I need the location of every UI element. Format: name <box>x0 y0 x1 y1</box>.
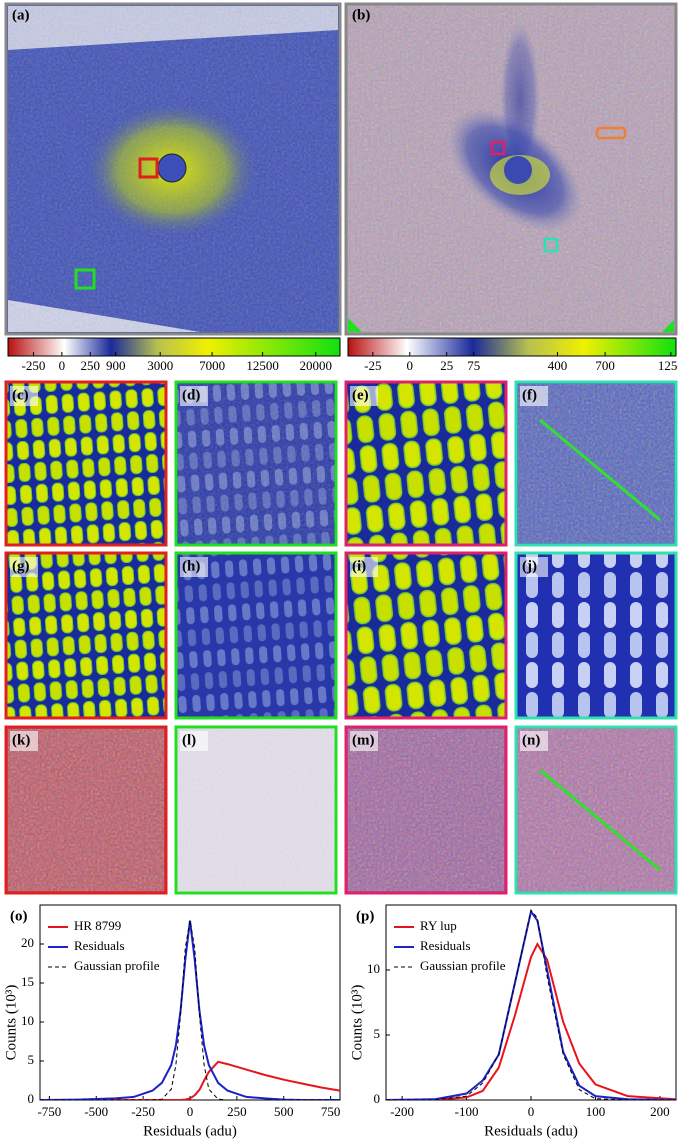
colorbar-a <box>7 337 341 357</box>
colorbar-tick-label: 900 <box>106 358 126 373</box>
x-tick-label: 200 <box>650 1104 670 1119</box>
colorbar-tick-label: 25 <box>440 358 453 373</box>
panel-f <box>514 380 678 547</box>
panel-label: (c) <box>12 387 29 403</box>
colorbar-tick-label: 12500 <box>246 358 279 373</box>
image-panel-b: (b) <box>344 2 678 336</box>
x-tick-label: 0 <box>528 1104 535 1119</box>
panel-i <box>344 551 508 720</box>
legend-label: Residuals <box>420 938 471 953</box>
panel-label: (o) <box>10 908 28 924</box>
panel-j <box>514 551 678 720</box>
panel-g <box>4 551 168 720</box>
x-tick-label: 750 <box>321 1104 341 1119</box>
x-tick-label: 0 <box>187 1104 194 1119</box>
panel-label: (l) <box>182 732 196 748</box>
colorbar-tick-label: 3000 <box>147 358 173 373</box>
y-axis-label: Counts (10³) <box>3 985 19 1061</box>
legend-label: Gaussian profile <box>420 958 506 973</box>
series-line <box>386 909 676 1100</box>
panel-e <box>344 380 508 547</box>
label-backdrop <box>180 731 208 751</box>
panel-k <box>4 725 168 895</box>
x-tick-label: 250 <box>227 1104 247 1119</box>
colorbar-tick-label: -250 <box>22 358 46 373</box>
label-backdrop <box>520 557 548 577</box>
label-backdrop <box>180 557 208 577</box>
label-backdrop <box>520 731 548 751</box>
label-backdrop <box>10 557 38 577</box>
label-backdrop <box>350 731 378 751</box>
legend-label: Gaussian profile <box>74 958 160 973</box>
colorbar-b <box>347 337 677 357</box>
series-line <box>40 1060 340 1100</box>
label-backdrop <box>520 386 548 406</box>
series-line <box>386 941 676 1100</box>
colorbar-tick-label: 250 <box>80 358 100 373</box>
panel-label: (b) <box>352 7 370 23</box>
label-backdrop <box>10 386 38 406</box>
panel-n <box>514 725 678 895</box>
colorbar-tick-label: 700 <box>595 358 615 373</box>
small-panels <box>4 380 678 895</box>
panel-label: (p) <box>356 908 374 924</box>
colorbar-tick-label: 20000 <box>300 358 333 373</box>
panel-l <box>174 725 338 895</box>
plot-frame <box>385 904 677 1101</box>
panel-label: (f) <box>522 387 537 403</box>
panel-d <box>174 380 338 547</box>
panel-label: (e) <box>352 387 369 403</box>
colorbar-tick-label: 400 <box>548 358 568 373</box>
x-tick-label: -250 <box>131 1104 155 1119</box>
colorbar-tick-label: 7000 <box>199 358 225 373</box>
legend-label: Residuals <box>74 938 125 953</box>
panel-c <box>4 380 168 547</box>
series-line <box>40 920 340 1100</box>
y-tick-label: 10 <box>21 1013 34 1028</box>
colorbar-tick-label: -25 <box>364 358 381 373</box>
colorbar-tick-label: 0 <box>59 358 66 373</box>
panel-h <box>174 551 338 720</box>
x-tick-label: -750 <box>37 1104 61 1119</box>
y-tick-label: 10 <box>367 961 380 976</box>
panel-label: (n) <box>522 732 540 748</box>
y-tick-label: 0 <box>374 1091 381 1106</box>
legend-label: RY lup <box>420 918 457 933</box>
colorbar-tick-label: 0 <box>407 358 414 373</box>
legend-label: HR 8799 <box>74 918 121 933</box>
x-tick-label: -500 <box>84 1104 108 1119</box>
x-tick-label: -200 <box>390 1104 414 1119</box>
x-axis-label: Residuals (adu) <box>143 1123 237 1139</box>
label-backdrop <box>180 386 208 406</box>
panel-label: (m) <box>352 732 375 748</box>
label-backdrop <box>350 386 378 406</box>
y-tick-label: 5 <box>374 1026 381 1041</box>
y-axis-label: Counts (10³) <box>349 985 365 1061</box>
label-backdrop <box>10 731 38 751</box>
label-backdrop <box>350 557 378 577</box>
colorbar-tick-label: 75 <box>467 358 480 373</box>
panel-label: (k) <box>12 732 30 748</box>
image-panel-a: (a) <box>4 2 342 336</box>
panel-label: (d) <box>182 387 200 403</box>
panel-label: (j) <box>522 558 537 574</box>
panel-label: (i) <box>352 558 366 574</box>
x-tick-label: 100 <box>586 1104 606 1119</box>
x-tick-label: -100 <box>455 1104 479 1119</box>
plot-frame <box>39 904 341 1101</box>
x-axis-label: Residuals (adu) <box>484 1123 578 1139</box>
series-line <box>386 909 676 1100</box>
y-tick-label: 20 <box>21 935 34 950</box>
y-tick-label: 0 <box>28 1091 35 1106</box>
panel-label: (h) <box>182 558 200 574</box>
y-tick-label: 5 <box>28 1052 35 1067</box>
panel-label: (g) <box>12 558 30 574</box>
panel-m <box>344 725 508 895</box>
y-tick-label: 15 <box>21 974 34 989</box>
colorbar-tick-label: 1250 <box>658 358 678 373</box>
panel-label: (a) <box>12 7 30 23</box>
x-tick-label: 500 <box>274 1104 294 1119</box>
